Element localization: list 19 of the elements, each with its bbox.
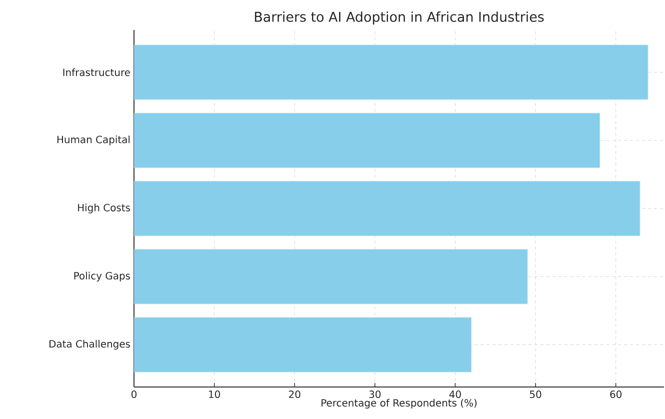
- x-tick-label: 0: [131, 390, 137, 398]
- bar: [134, 249, 528, 304]
- x-axis-title: Percentage of Respondents (%): [322, 398, 477, 409]
- bar: [134, 317, 472, 372]
- y-tick-label: High Costs: [78, 204, 130, 214]
- x-tick-label: 40: [449, 390, 461, 398]
- x-tick-label: 10: [209, 390, 220, 398]
- y-tick-label: Policy Gaps: [74, 272, 130, 282]
- y-tick-label: Infrastructure: [63, 68, 130, 76]
- x-tick-label: 50: [530, 390, 542, 398]
- y-tick-label: Data Challenges: [50, 340, 130, 350]
- bar: [134, 181, 640, 236]
- x-tick-label: 20: [289, 390, 300, 398]
- x-tick-label: 30: [369, 390, 381, 398]
- y-tick-label: Human Capital: [57, 136, 130, 146]
- bar: [134, 44, 648, 100]
- chart-title: Barriers to AI Adoption in African Industries: [254, 11, 544, 24]
- x-tick-label: 60: [610, 390, 622, 398]
- bar: [134, 112, 600, 168]
